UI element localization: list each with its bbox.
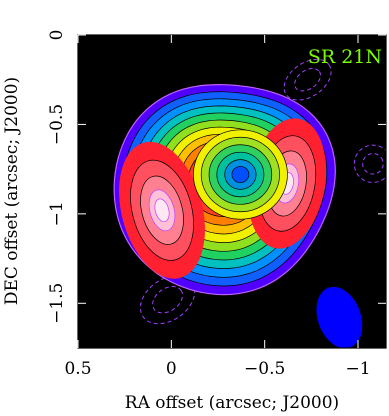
peak-contour <box>154 198 170 223</box>
negative-contour <box>294 68 322 92</box>
x-tick-label: −1 <box>345 359 370 379</box>
negative-contour <box>283 58 332 101</box>
source-label: SR 21N <box>308 46 382 68</box>
x-tick-label: 0.5 <box>64 359 91 379</box>
cavity-contour <box>231 166 250 183</box>
y-tick-label: −1 <box>47 201 67 226</box>
y-tick-label: −1.5 <box>47 283 67 324</box>
negative-contour <box>362 153 384 175</box>
y-tick-label: −0.5 <box>47 104 67 145</box>
x-tick-label: 0 <box>166 359 177 379</box>
y-tick-label: 0 <box>47 30 67 41</box>
y-axis-label: DEC offset (arcsec; J2000) <box>2 77 22 305</box>
x-tick-label: −0.5 <box>244 359 285 379</box>
negative-contour <box>152 286 184 314</box>
negative-contour <box>353 144 386 183</box>
x-axis-label: RA offset (arcsec; J2000) <box>125 393 339 413</box>
beam-ellipse <box>316 286 363 348</box>
plot-frame <box>77 34 387 349</box>
